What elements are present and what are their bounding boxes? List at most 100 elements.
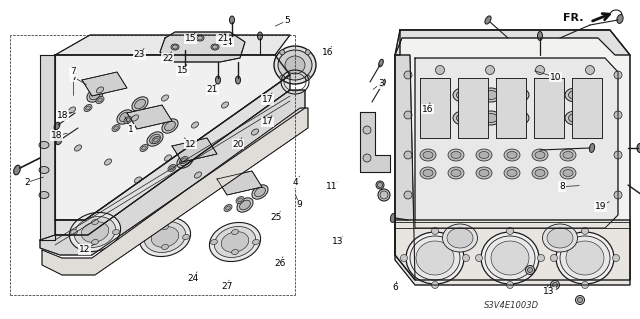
- Polygon shape: [415, 58, 618, 228]
- Ellipse shape: [221, 232, 249, 252]
- Ellipse shape: [538, 32, 543, 41]
- Text: 10: 10: [550, 73, 561, 82]
- Ellipse shape: [151, 227, 179, 247]
- Ellipse shape: [507, 152, 517, 159]
- Ellipse shape: [132, 97, 148, 111]
- Ellipse shape: [198, 36, 202, 40]
- Text: S3V4E1003D: S3V4E1003D: [484, 300, 540, 309]
- Polygon shape: [420, 78, 450, 138]
- Ellipse shape: [182, 234, 189, 240]
- Ellipse shape: [162, 119, 178, 133]
- Ellipse shape: [479, 169, 489, 176]
- Ellipse shape: [274, 46, 316, 84]
- Ellipse shape: [195, 143, 205, 153]
- Ellipse shape: [451, 169, 461, 176]
- Text: 13: 13: [332, 237, 344, 246]
- Ellipse shape: [224, 204, 232, 211]
- Ellipse shape: [582, 227, 589, 234]
- Text: 21: 21: [217, 34, 228, 43]
- Ellipse shape: [182, 46, 188, 54]
- Ellipse shape: [614, 191, 622, 199]
- Text: 2: 2: [24, 178, 29, 187]
- Ellipse shape: [541, 91, 554, 100]
- Ellipse shape: [453, 111, 473, 125]
- Ellipse shape: [363, 154, 371, 162]
- Ellipse shape: [448, 167, 464, 179]
- Ellipse shape: [74, 145, 81, 151]
- Ellipse shape: [380, 191, 388, 199]
- Ellipse shape: [196, 35, 204, 41]
- Ellipse shape: [141, 234, 147, 240]
- Ellipse shape: [161, 225, 168, 230]
- Ellipse shape: [278, 50, 312, 80]
- Ellipse shape: [484, 114, 497, 122]
- Ellipse shape: [69, 212, 120, 252]
- Ellipse shape: [378, 189, 390, 201]
- Ellipse shape: [211, 240, 218, 245]
- Ellipse shape: [509, 88, 529, 102]
- Ellipse shape: [161, 95, 168, 101]
- Ellipse shape: [192, 141, 208, 155]
- Ellipse shape: [509, 111, 529, 125]
- Ellipse shape: [255, 187, 266, 197]
- Text: 7: 7: [70, 68, 76, 77]
- Ellipse shape: [586, 65, 595, 75]
- Text: 5: 5: [284, 16, 289, 25]
- Ellipse shape: [210, 178, 214, 182]
- Ellipse shape: [491, 241, 529, 275]
- Ellipse shape: [532, 167, 548, 179]
- Ellipse shape: [537, 88, 557, 102]
- Ellipse shape: [541, 114, 554, 122]
- Polygon shape: [172, 138, 217, 162]
- Ellipse shape: [363, 126, 371, 134]
- Ellipse shape: [92, 219, 99, 225]
- Ellipse shape: [563, 152, 573, 159]
- Ellipse shape: [171, 44, 179, 50]
- Polygon shape: [55, 75, 290, 235]
- Ellipse shape: [614, 151, 622, 159]
- Ellipse shape: [280, 50, 285, 55]
- Ellipse shape: [252, 129, 259, 135]
- Ellipse shape: [39, 167, 49, 174]
- Ellipse shape: [543, 224, 577, 252]
- Text: 14: 14: [221, 38, 233, 47]
- Text: 18: 18: [51, 131, 62, 140]
- Ellipse shape: [476, 167, 492, 179]
- Text: 26: 26: [275, 259, 286, 268]
- Ellipse shape: [404, 111, 412, 119]
- Ellipse shape: [114, 126, 118, 130]
- Text: 11: 11: [326, 182, 337, 191]
- Ellipse shape: [577, 298, 582, 302]
- Ellipse shape: [239, 200, 250, 210]
- Ellipse shape: [68, 107, 76, 113]
- Ellipse shape: [532, 149, 548, 161]
- Ellipse shape: [420, 167, 436, 179]
- Ellipse shape: [404, 151, 412, 159]
- Ellipse shape: [513, 91, 525, 100]
- Ellipse shape: [560, 167, 576, 179]
- Ellipse shape: [406, 232, 464, 284]
- Ellipse shape: [507, 169, 517, 176]
- Polygon shape: [395, 220, 630, 285]
- Polygon shape: [534, 78, 564, 138]
- Ellipse shape: [81, 222, 109, 242]
- Ellipse shape: [481, 111, 501, 125]
- Ellipse shape: [125, 118, 131, 122]
- Text: 4: 4: [293, 178, 298, 187]
- Ellipse shape: [237, 198, 243, 202]
- Ellipse shape: [550, 255, 557, 262]
- Ellipse shape: [134, 177, 141, 183]
- Ellipse shape: [442, 224, 477, 252]
- Ellipse shape: [401, 255, 408, 262]
- Ellipse shape: [232, 249, 239, 255]
- Text: 17: 17: [262, 117, 273, 126]
- Polygon shape: [217, 171, 262, 195]
- Ellipse shape: [207, 176, 223, 190]
- Text: 23: 23: [134, 50, 145, 59]
- Ellipse shape: [140, 145, 148, 152]
- Polygon shape: [40, 90, 305, 255]
- Polygon shape: [496, 78, 526, 138]
- Ellipse shape: [429, 114, 442, 122]
- Ellipse shape: [180, 156, 190, 166]
- Ellipse shape: [208, 176, 216, 184]
